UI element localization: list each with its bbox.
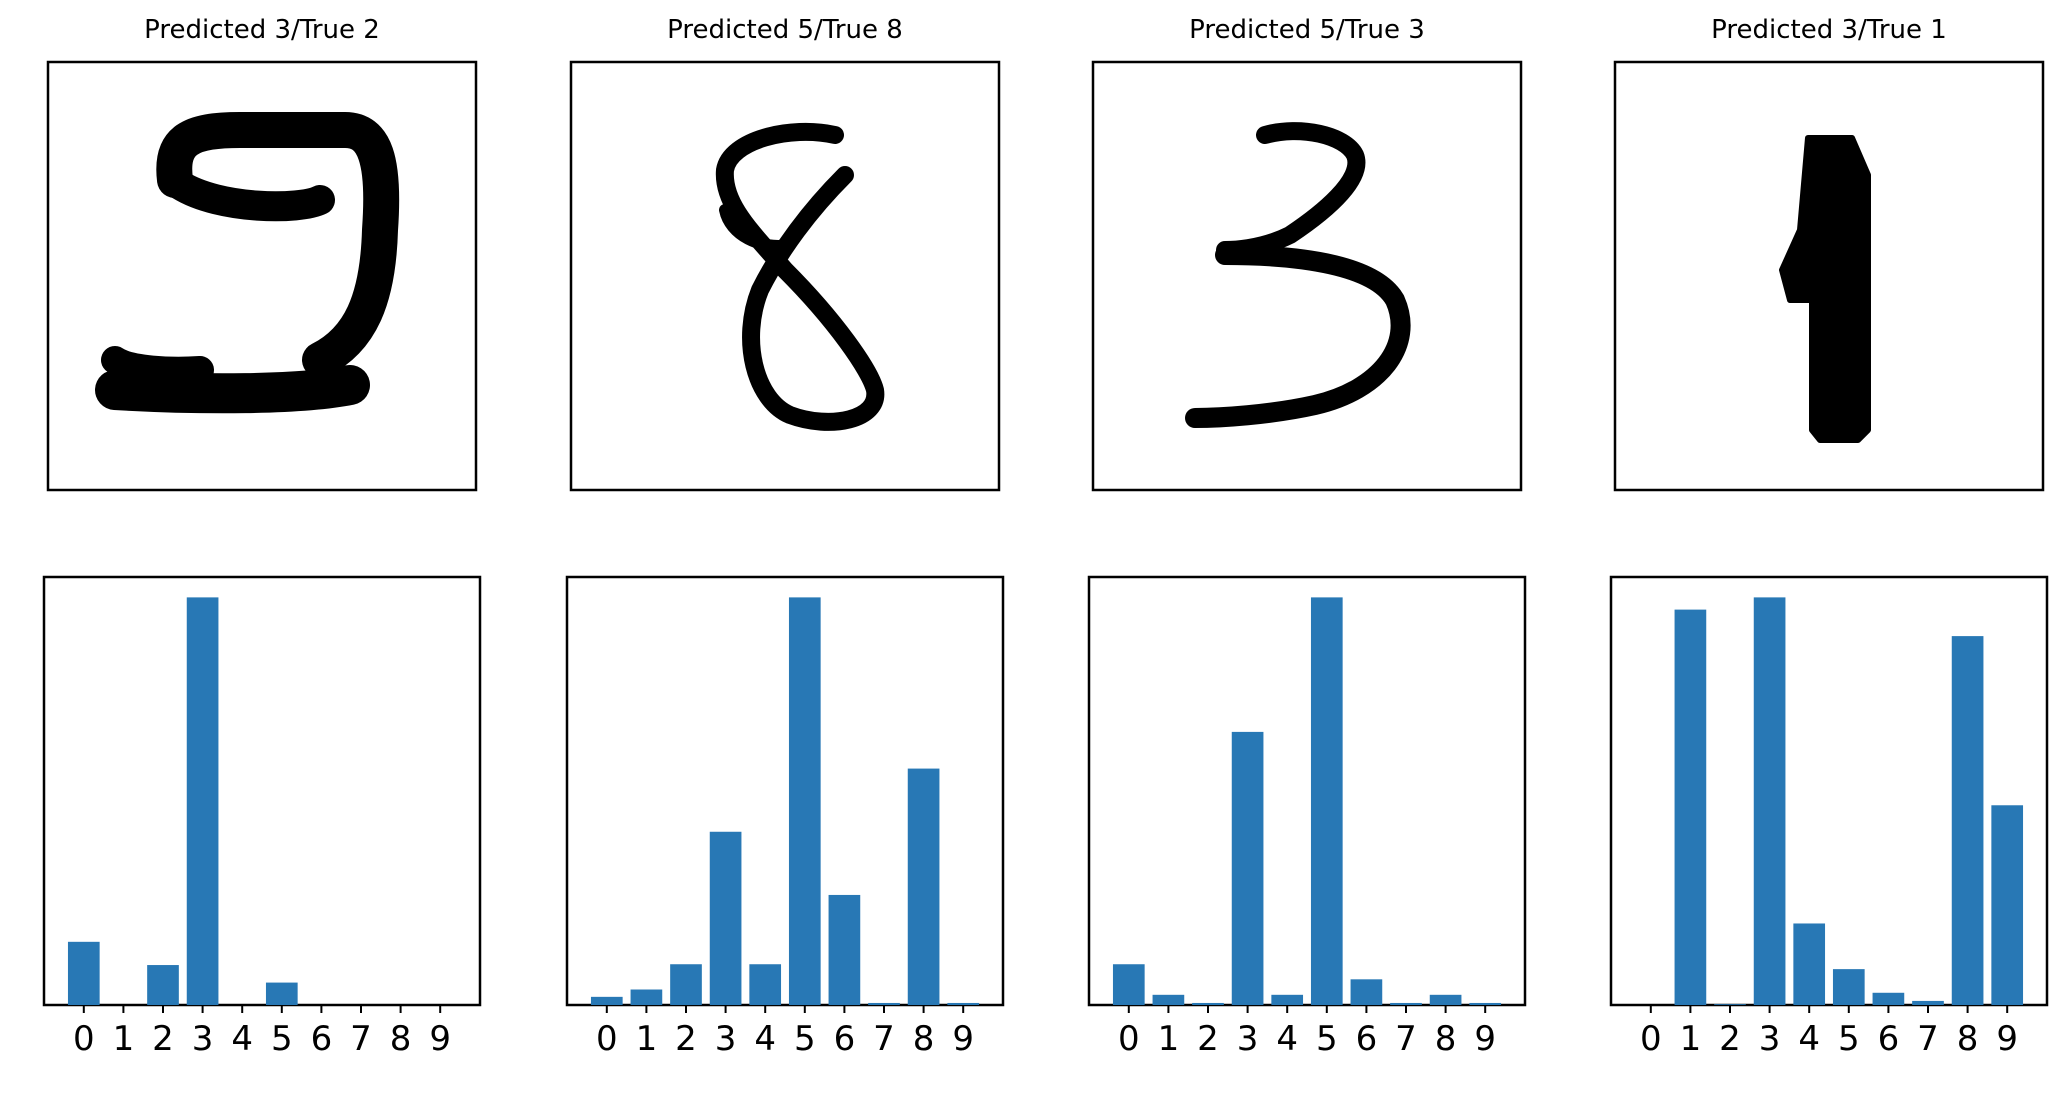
bar-3 — [1753, 597, 1786, 1005]
bar-3 — [709, 831, 742, 1005]
panel-2: Predicted 5/True 8 — [569, 15, 1001, 492]
x-tick-label: 3 — [1237, 1019, 1259, 1059]
x-tick-label: 9 — [429, 1019, 451, 1059]
panel-title: Predicted 5/True 8 — [667, 15, 903, 45]
bar-4 — [1271, 994, 1304, 1005]
bar-3 — [186, 597, 219, 1005]
bar-4 — [749, 964, 782, 1005]
digit-image — [95, 112, 400, 414]
panel-title: Predicted 5/True 3 — [1189, 15, 1425, 45]
bar-0 — [590, 996, 623, 1005]
x-tick-label: 1 — [636, 1019, 658, 1059]
bar-6 — [1872, 992, 1905, 1005]
bar-6 — [828, 894, 861, 1005]
bar-7 — [1912, 1000, 1944, 1005]
bar-9 — [947, 1002, 980, 1005]
bar-4 — [1793, 923, 1826, 1005]
bar-5 — [265, 982, 298, 1005]
x-tick-label: 8 — [1435, 1019, 1457, 1059]
bar-8 — [1429, 994, 1462, 1005]
x-tick-label: 4 — [231, 1019, 253, 1059]
x-tick-label: 6 — [1878, 1019, 1900, 1059]
bar-2 — [1192, 1002, 1224, 1005]
bar-2 — [147, 965, 179, 1005]
x-tick-label: 6 — [1356, 1019, 1378, 1059]
x-tick-label: 5 — [271, 1019, 293, 1059]
bar-7 — [868, 1002, 900, 1005]
x-tick-label: 2 — [675, 1019, 697, 1059]
bar-2 — [1714, 1004, 1746, 1005]
bar-6 — [1350, 979, 1383, 1005]
bar-5 — [1310, 597, 1343, 1005]
bar-0 — [67, 941, 100, 1005]
x-tick-label: 2 — [152, 1019, 174, 1059]
bar-1 — [1152, 994, 1185, 1005]
x-tick-label: 8 — [1957, 1019, 1979, 1059]
x-tick-label: 7 — [1917, 1019, 1939, 1059]
bar-5 — [1832, 969, 1865, 1005]
x-tick-label: 1 — [1680, 1019, 1702, 1059]
x-tick-label: 3 — [192, 1019, 214, 1059]
x-tick-label: 9 — [1474, 1019, 1496, 1059]
bar-9 — [1469, 1002, 1502, 1005]
x-tick-label: 4 — [1276, 1019, 1298, 1059]
x-tick-label: 2 — [1197, 1019, 1219, 1059]
bar-8 — [907, 768, 940, 1005]
digit-image — [715, 123, 885, 431]
plot-frame — [1087, 575, 1527, 1007]
panel-3: Predicted 5/True 3 — [1091, 15, 1523, 492]
x-tick-label: 5 — [1316, 1019, 1338, 1059]
panel-4: Predicted 3/True 1 — [1613, 15, 2045, 492]
x-tick-label: 4 — [1798, 1019, 1820, 1059]
digit-image — [1185, 122, 1411, 428]
panel-title: Predicted 3/True 1 — [1711, 15, 1947, 45]
x-tick-label: 4 — [754, 1019, 776, 1059]
plot-frame — [42, 575, 482, 1007]
x-tick-label: 0 — [73, 1019, 95, 1059]
bar-3 — [1231, 731, 1264, 1005]
x-tick-label: 1 — [1158, 1019, 1180, 1059]
x-tick-label: 5 — [1838, 1019, 1860, 1059]
x-tick-label: 9 — [1996, 1019, 2018, 1059]
bar-9 — [1991, 805, 2024, 1005]
panel-1: Predicted 3/True 2 — [46, 15, 478, 492]
digit-image — [1779, 135, 1871, 443]
x-tick-label: 6 — [311, 1019, 333, 1059]
bar-1 — [1674, 609, 1707, 1005]
bar-7 — [1390, 1002, 1422, 1005]
x-tick-label: 3 — [715, 1019, 737, 1059]
x-tick-label: 2 — [1719, 1019, 1741, 1059]
x-tick-label: 7 — [873, 1019, 895, 1059]
x-tick-label: 8 — [913, 1019, 935, 1059]
x-tick-label: 8 — [390, 1019, 412, 1059]
x-tick-label: 6 — [834, 1019, 856, 1059]
x-tick-label: 7 — [1395, 1019, 1417, 1059]
bar-5 — [788, 597, 821, 1005]
x-tick-label: 5 — [794, 1019, 816, 1059]
x-tick-label: 0 — [1118, 1019, 1140, 1059]
x-tick-label: 3 — [1759, 1019, 1781, 1059]
bar-2 — [670, 964, 702, 1005]
x-tick-label: 7 — [350, 1019, 372, 1059]
x-tick-label: 0 — [596, 1019, 618, 1059]
x-tick-label: 0 — [1640, 1019, 1662, 1059]
bar-0 — [1112, 964, 1145, 1005]
bar-8 — [1951, 636, 1984, 1005]
panel-title: Predicted 3/True 2 — [144, 15, 380, 45]
bar-1 — [630, 989, 663, 1005]
x-tick-label: 1 — [113, 1019, 135, 1059]
x-tick-label: 9 — [952, 1019, 974, 1059]
